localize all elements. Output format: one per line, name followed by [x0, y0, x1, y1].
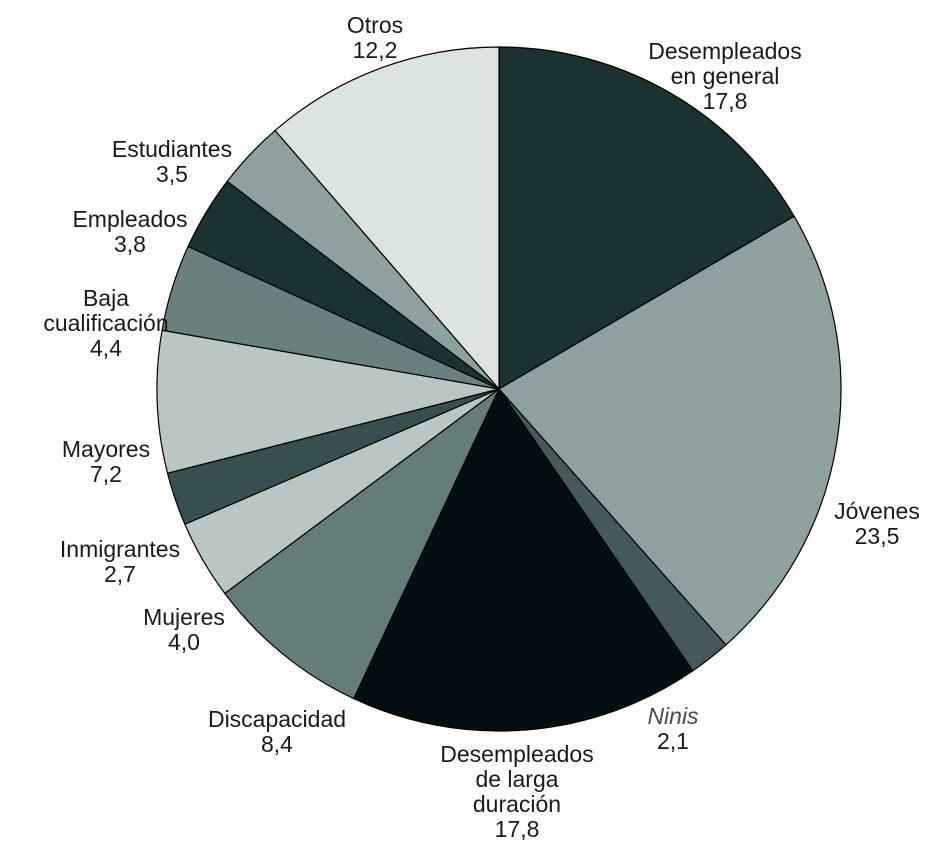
slice-label-discapacidad: Discapacidad 8,4: [208, 706, 346, 757]
slice-value: 2,7: [104, 561, 136, 587]
pie-slice-otros: [274, 46, 500, 391]
slice-label-mayores: Mayores 7,2: [62, 436, 150, 487]
slice-label-estudiantes: Estudiantes 3,5: [112, 136, 232, 187]
slice-label-baja-cualificacion: Baja cualificación 4,4: [43, 285, 168, 361]
slice-label-line: Estudiantes: [112, 136, 232, 162]
slice-label-line: Mayores: [62, 436, 150, 462]
slice-value: 2,1: [657, 728, 689, 754]
pie-slice-desempleados-larga-duracion: [352, 387, 694, 732]
slice-label-line: de larga: [475, 766, 558, 792]
slice-label-line: Desempleados: [648, 38, 801, 64]
slice-value: 23,5: [855, 523, 900, 549]
pie-slices: [156, 46, 842, 732]
slice-label-line: Mujeres: [143, 604, 225, 630]
slice-value: 17,8: [495, 816, 540, 842]
slice-label-line: Desempleados: [440, 741, 593, 767]
slice-label-ninis: Ninis 2,1: [647, 703, 699, 754]
slice-value: 7,2: [90, 461, 122, 487]
slice-value: 8,4: [261, 731, 293, 757]
pie-slice-discapacidad: [223, 388, 500, 700]
slice-label-line: Otros: [347, 12, 403, 38]
slice-label-desempleados-general: Desempleados en general 17,8: [648, 38, 801, 114]
slice-value: 4,4: [90, 335, 122, 361]
slice-value: 3,8: [114, 231, 146, 257]
slice-label-desempleados-larga-duracion: Desempleados de larga duración 17,8: [440, 741, 593, 842]
slice-label-line: Empleados: [72, 206, 187, 232]
pie-slice-mayores: [156, 329, 500, 474]
slice-label-otros: Otros 12,2: [347, 12, 403, 63]
slice-label-line: en general: [671, 63, 780, 89]
slice-value: 12,2: [353, 37, 398, 63]
slice-value: 3,5: [156, 161, 188, 187]
slice-value: 4,0: [168, 629, 200, 655]
pie-slice-jovenes: [498, 215, 842, 646]
slice-label-line: Ninis: [647, 703, 699, 729]
slice-label-line: Baja: [83, 285, 129, 311]
slice-label-inmigrantes: Inmigrantes 2,7: [60, 536, 180, 587]
slice-label-mujeres: Mujeres 4,0: [143, 604, 225, 655]
slice-label-line: duración: [473, 791, 561, 817]
slice-label-line: Discapacidad: [208, 706, 346, 732]
slice-label-line: Jóvenes: [834, 498, 920, 524]
pie-slice-desempleados-general: [498, 46, 796, 391]
slice-label-line: cualificación: [43, 310, 168, 336]
slice-label-jovenes: Jóvenes 23,5: [834, 498, 920, 549]
slice-label-line: Inmigrantes: [60, 536, 180, 562]
slice-value: 17,8: [703, 88, 748, 114]
slice-label-empleados: Empleados 3,8: [72, 206, 187, 257]
